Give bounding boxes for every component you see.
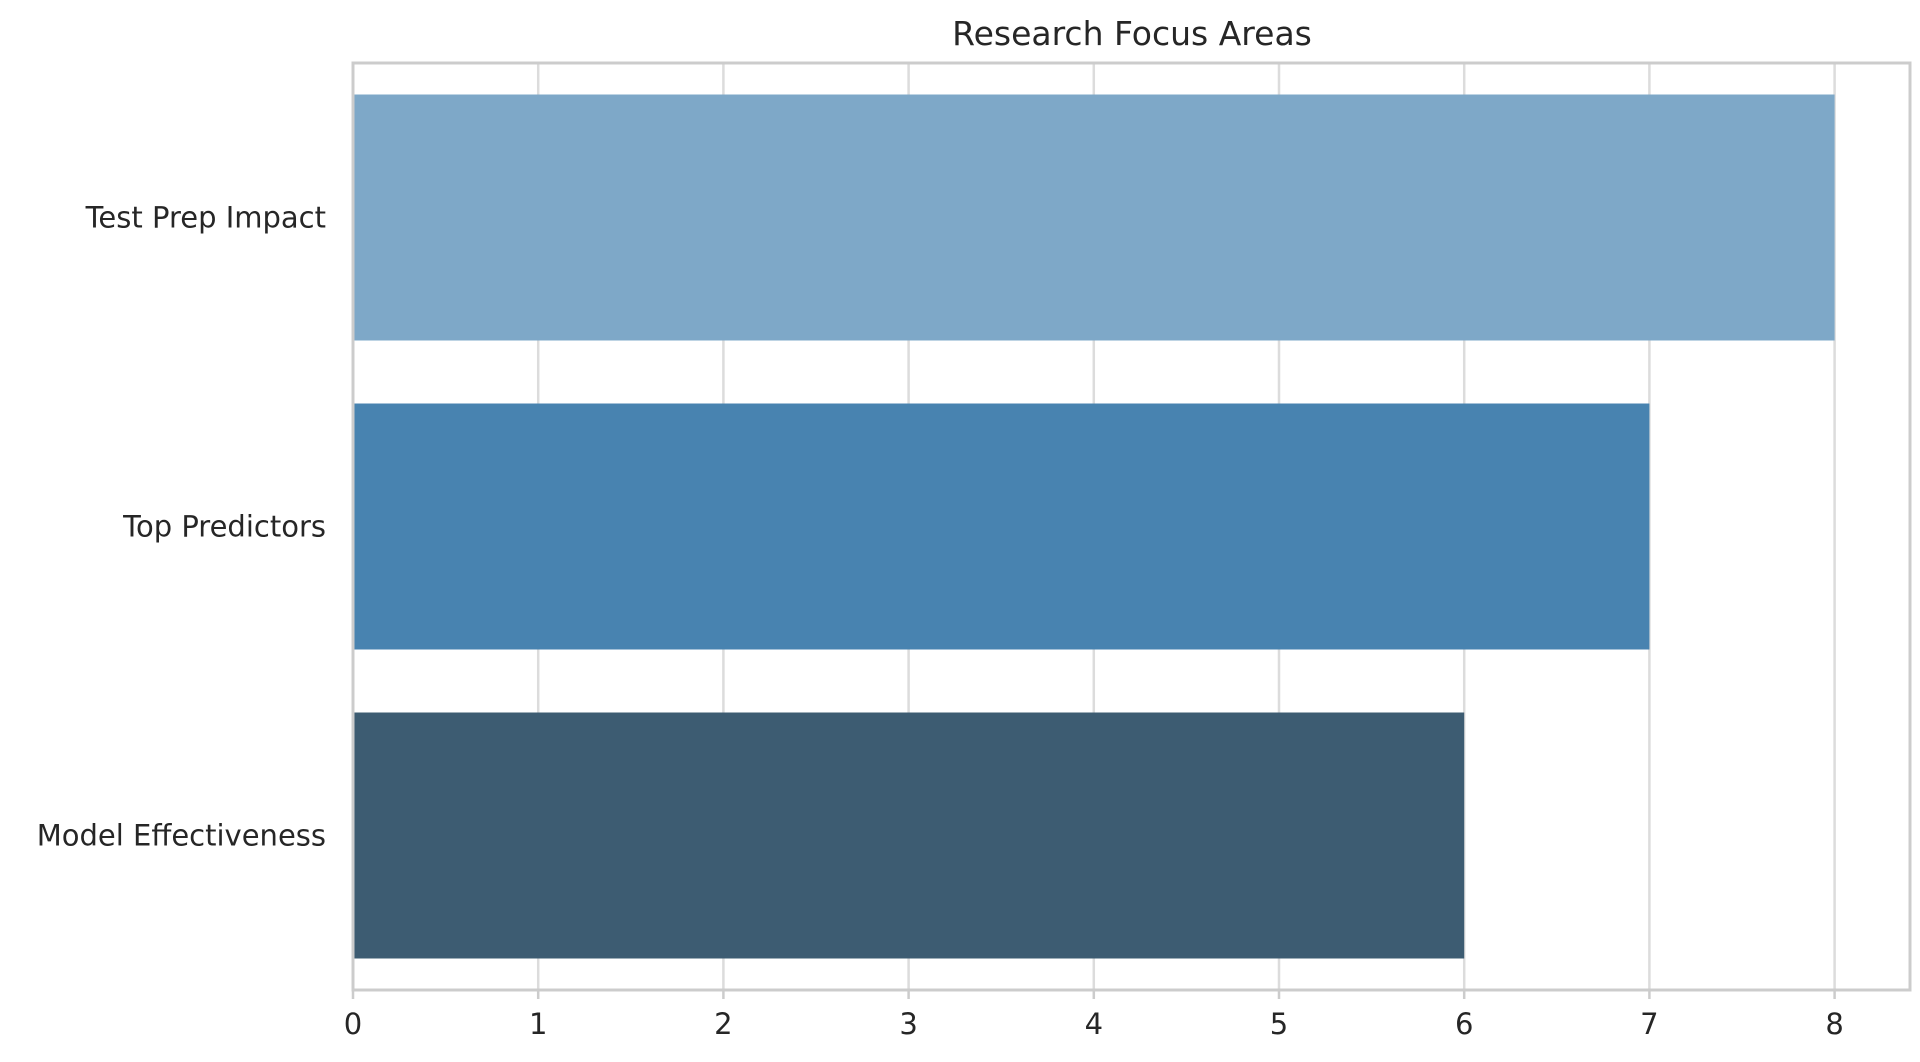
bar-test-prep-impact — [353, 94, 1835, 341]
x-tick-label: 6 — [1455, 1007, 1473, 1041]
bar-top-predictors — [353, 403, 1650, 650]
plot-border — [351, 61, 1912, 992]
bars — [353, 94, 1835, 959]
y-axis-categories: Test Prep Impact Top Predictors Model Effe… — [37, 201, 326, 853]
y-category-label: Model Effectiveness — [37, 819, 326, 853]
x-tick-label: 0 — [344, 1007, 362, 1041]
plot-frame — [351, 61, 1912, 992]
y-category-label: Test Prep Impact — [85, 201, 326, 235]
x-tick-label: 5 — [1270, 1007, 1288, 1041]
x-axis-ticks: 0 1 2 3 4 5 6 7 8 — [344, 990, 1844, 1041]
x-tick-label: 3 — [899, 1007, 917, 1041]
x-tick-label: 4 — [1085, 1007, 1103, 1041]
x-tick-label: 8 — [1825, 1007, 1843, 1041]
bar-model-effectiveness — [353, 712, 1465, 959]
y-category-label: Top Predictors — [122, 510, 326, 544]
x-tick-label: 2 — [714, 1007, 732, 1041]
x-tick-label: 1 — [529, 1007, 547, 1041]
x-tick-label: 7 — [1640, 1007, 1658, 1041]
chart-title: Research Focus Areas — [952, 14, 1312, 53]
